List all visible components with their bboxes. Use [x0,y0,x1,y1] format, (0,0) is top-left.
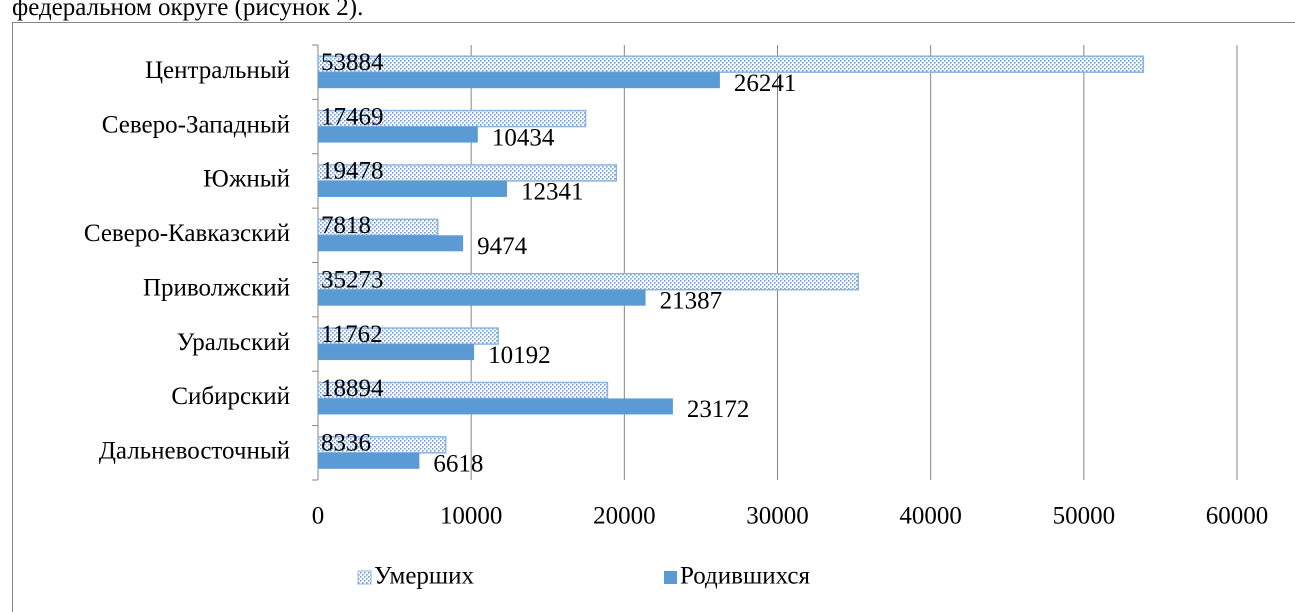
x-tick-label: 10000 [440,503,503,530]
data-label: 26241 [734,70,797,97]
bar [318,235,464,252]
bar [318,289,646,306]
y-tick-label: Северо-Западный [102,111,290,138]
data-label: 10192 [488,342,550,369]
y-tick-label: Уральский [177,329,290,356]
data-label: 19478 [321,158,384,185]
bar [318,180,508,197]
data-label: 17469 [321,103,384,130]
bar [318,72,720,89]
y-tick-label: Дальневосточный [99,438,290,465]
x-tick-label: 40000 [899,503,962,530]
bar [318,344,475,361]
legend-label: Умерших [374,563,475,590]
y-tick-label: Южный [203,166,290,193]
y-tick-label: Приволжский [143,274,290,301]
x-tick-label: 0 [312,503,325,530]
data-label: 6618 [433,451,483,478]
bar [318,452,420,469]
bar [318,398,673,415]
legend-label: Родившихся [680,563,810,590]
bar [317,272,860,291]
data-label: 7818 [321,212,371,239]
chart-frame [12,22,1295,612]
x-tick-label: 30000 [746,503,809,530]
data-label: 11762 [321,321,383,348]
data-label: 8336 [321,430,371,457]
bar [318,126,478,143]
y-tick-label: Северо-Кавказский [84,220,290,247]
data-label: 12341 [521,179,584,206]
data-label: 35273 [321,266,384,293]
data-label: 21387 [660,287,723,314]
data-label: 9474 [477,233,528,260]
bar [317,55,1145,73]
legend-swatch [357,570,372,585]
y-tick-label: Сибирский [171,383,290,410]
x-tick-label: 60000 [1206,503,1269,530]
legend-swatch [664,571,677,584]
data-label: 10434 [492,124,555,151]
context-text: федеральном округе (рисунок 2). [12,0,363,21]
x-tick-label: 20000 [593,503,656,530]
data-label: 23172 [687,396,750,423]
x-tick-label: 50000 [1053,503,1116,530]
data-label: 53884 [321,49,384,76]
y-tick-label: Центральный [145,57,290,84]
data-label: 18894 [321,375,384,402]
